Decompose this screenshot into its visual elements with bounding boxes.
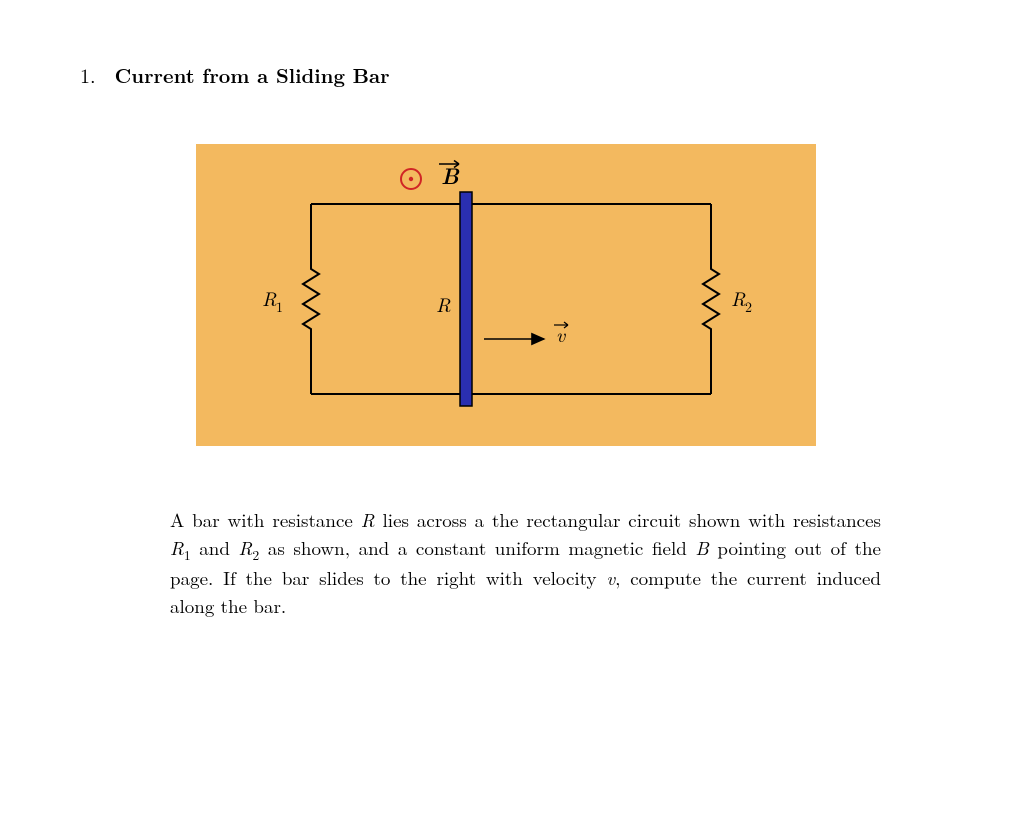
svg-text:2: 2	[745, 297, 752, 317]
page: 1. Current from a Sliding Bar R1R2RvB A …	[0, 0, 1011, 659]
figure-container: R1R2RvB	[80, 144, 931, 451]
sliding-bar	[460, 192, 472, 406]
svg-text:R: R	[262, 283, 277, 312]
problem-number: 1.	[80, 60, 108, 89]
problem-body: A bar with resistance R lies across a th…	[170, 506, 881, 619]
svg-text:1: 1	[276, 297, 283, 317]
circuit-diagram: R1R2RvB	[196, 144, 816, 446]
svg-text:R: R	[436, 289, 451, 318]
svg-text:R: R	[731, 283, 746, 312]
svg-text:v: v	[556, 319, 566, 348]
problem-header: 1. Current from a Sliding Bar	[80, 60, 931, 89]
problem-title: Current from a Sliding Bar	[115, 60, 390, 89]
